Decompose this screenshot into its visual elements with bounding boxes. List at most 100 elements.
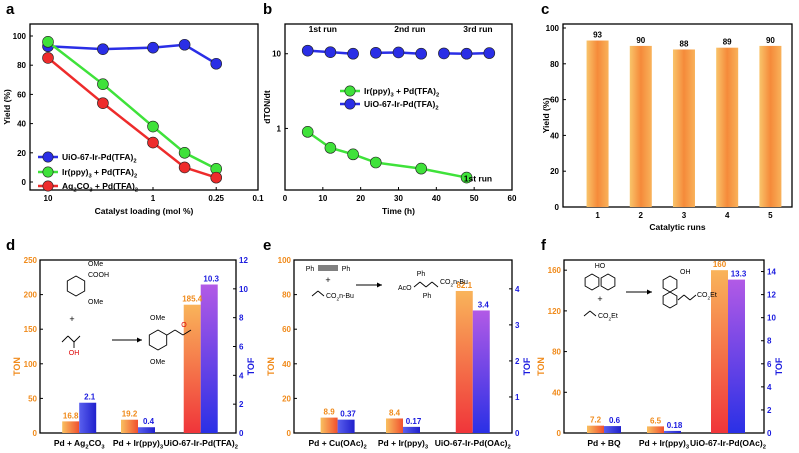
x-tick-label: 0.25 (208, 194, 224, 203)
y-tick-label-right: 14 (767, 268, 776, 277)
arrow-head (137, 337, 142, 343)
scheme-label: HO (595, 263, 606, 270)
bond (419, 281, 427, 288)
ton-bar (62, 421, 80, 433)
scheme-label: OMe (150, 315, 165, 322)
legend-marker (42, 151, 54, 163)
bond (589, 310, 597, 317)
y-tick-label: 40 (17, 120, 26, 129)
x-category-label: UiO-67-Ir-Pd(OAc)2​ (435, 438, 511, 451)
bond (677, 294, 685, 301)
y-tick-label-right: 1 (515, 393, 520, 402)
y-tick-label-right: 2 (767, 406, 772, 415)
x-category-label: Pd + BQ (587, 438, 621, 448)
x-tick-label: 1 (151, 194, 156, 203)
legend-label: Ir(ppy)3​ + Pd(TFA)2​ (364, 86, 439, 99)
y-tick-label-left: 100 (24, 360, 38, 369)
tof-data-label: 0.4 (143, 417, 155, 426)
y-tick-label-left: 0 (287, 429, 292, 438)
y-tick-label: 80 (550, 60, 559, 69)
tof-bar (337, 419, 355, 433)
run-label: 2nd run (394, 24, 425, 34)
y-tick-label-left: 0 (557, 429, 562, 438)
ton-data-label: 6.5 (650, 416, 662, 425)
benzene-ring (148, 329, 168, 351)
y-axis-title-right: TOF (246, 357, 256, 375)
y-tick-label-left: 100 (278, 256, 292, 265)
x-tick-label: 5 (768, 211, 773, 220)
y-tick-label-left: 40 (552, 388, 561, 397)
scheme-label: COOH (88, 272, 109, 279)
y-tick-label-right: 8 (767, 337, 772, 346)
scheme-plus: + (325, 275, 330, 285)
x-category-label: Pd + Ir(ppy)3​ (113, 438, 163, 451)
data-point (301, 44, 314, 57)
data-point (97, 78, 109, 90)
ton-bar (587, 425, 604, 433)
x-tick-label: 50 (470, 194, 479, 203)
tof-bar (728, 279, 745, 433)
tof-data-label: 0.6 (609, 416, 621, 425)
data-point (42, 36, 54, 48)
data-point (210, 171, 223, 184)
arrow-head (647, 289, 652, 295)
y-tick-label-right: 6 (239, 343, 244, 352)
y-tick-label-right: 2 (239, 400, 244, 409)
benzene-ring (66, 275, 86, 297)
bond (311, 290, 319, 297)
y-tick-label-right: 4 (515, 285, 520, 294)
y-tick-label: 60 (17, 90, 26, 99)
data-label: 93 (593, 31, 602, 40)
ton-bar (386, 418, 403, 433)
x-tick-label: 60 (508, 194, 517, 203)
data-point (369, 156, 382, 169)
y-tick-label: 60 (550, 96, 559, 105)
bond (431, 281, 439, 288)
y-tick-label-right: 10 (239, 285, 248, 294)
ton-bar (647, 426, 664, 433)
ton-bar (121, 419, 138, 433)
scheme-label: O (181, 322, 187, 329)
legend-marker (42, 180, 54, 192)
scheme-label: CO2​n-Bu (326, 293, 354, 303)
data-label: 90 (636, 36, 645, 45)
y-tick-label: 10 (272, 50, 281, 59)
scheme-label: Ph (342, 266, 351, 273)
data-point (210, 57, 223, 70)
data-point (483, 47, 496, 59)
x-tick-label: 10 (44, 194, 53, 203)
arrow-head (377, 282, 382, 288)
tof-data-label: 0.37 (340, 410, 356, 419)
x-tick-label: 10 (318, 194, 327, 203)
bar (672, 49, 695, 208)
scheme-label: Ph (423, 293, 432, 300)
y-tick-label-left: 160 (548, 266, 562, 275)
ton-bar (711, 270, 728, 433)
panel-letter-a: a (6, 1, 15, 18)
y-tick-label-right: 12 (767, 291, 776, 300)
scheme-label: CO2​n-Bu (440, 279, 468, 289)
legend-marker (344, 85, 356, 97)
tof-data-label: 10.3 (203, 275, 219, 284)
legend-label: Ag2​CO3​ + Pd(TFA)2​ (62, 181, 138, 194)
x-tick-label: 40 (432, 194, 441, 203)
bond (73, 335, 81, 343)
bond (67, 335, 75, 343)
ton-data-label: 8.9 (324, 408, 336, 417)
data-point (347, 148, 359, 161)
y-axis-title-left: TON (12, 357, 22, 376)
data-point (147, 41, 159, 54)
y-tick-label-right: 0 (767, 429, 772, 438)
y-tick-label-left: 200 (24, 291, 38, 300)
benzene-ring (600, 273, 616, 291)
y-tick-label: 80 (17, 61, 26, 70)
scheme-label: OH (680, 269, 691, 276)
panel-letter-b: b (263, 1, 272, 18)
bond (689, 294, 697, 301)
y-tick-label-right: 0 (515, 429, 520, 438)
bond (583, 310, 591, 317)
plot-frame-a (29, 23, 259, 191)
y-tick-label-right: 0 (239, 429, 244, 438)
y-tick-label: 40 (550, 131, 559, 140)
